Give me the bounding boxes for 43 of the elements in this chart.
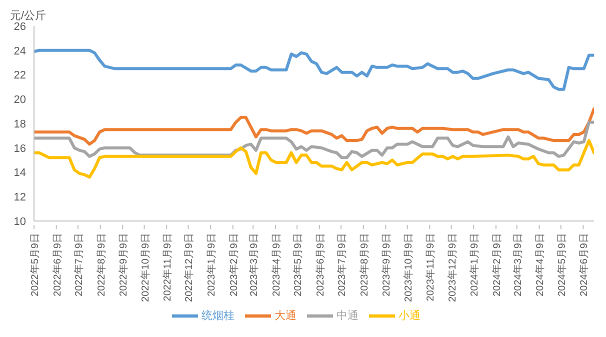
y-tick-label: 16	[14, 142, 26, 155]
x-tick-label: 2024年1月9日	[468, 233, 481, 296]
x-tick-label: 2022年8月9日	[95, 233, 108, 296]
y-tick-label: 24	[14, 45, 26, 58]
x-tick-label: 2023年5月9日	[292, 233, 304, 296]
line-series	[34, 139, 594, 179]
x-tick-label: 2023年1月9日	[206, 233, 218, 296]
y-tick-label: 14	[14, 167, 26, 180]
x-tick-label: 2023年6月9日	[314, 233, 326, 296]
y-tick-label: 26	[14, 20, 26, 33]
x-tick-label: 2022年10月9日	[139, 233, 152, 302]
x-tick-label: 2022年11月9日	[162, 233, 174, 302]
y-tick-label: 18	[14, 118, 26, 130]
x-tick-label: 2023年8月9日	[358, 233, 370, 296]
x-tick-label: 2023年2月9日	[228, 233, 240, 296]
y-tick-label: 10	[14, 216, 26, 228]
x-tick-label: 2023年9月9日	[380, 233, 393, 296]
y-axis-title: 元/公斤	[10, 9, 46, 22]
line-series	[34, 107, 594, 146]
y-tick-label: 20	[14, 94, 26, 106]
x-tick-label: 2023年7月9日	[336, 233, 348, 296]
legend-label: 中通	[336, 310, 358, 322]
x-tick-label: 2022年5月9日	[29, 233, 41, 296]
x-tick-label: 2022年7月9日	[72, 233, 85, 296]
x-tick-label: 2023年10月9日	[402, 233, 414, 302]
x-tick-label: 2022年9月9日	[118, 233, 130, 296]
x-tick-label: 2024年4月9日	[534, 233, 546, 296]
legend-label: 统烟桂	[202, 310, 234, 322]
x-tick-label: 2023年4月9日	[270, 233, 282, 296]
legend-label: 小通	[398, 310, 420, 322]
x-tick-label: 2022年12月9日	[183, 233, 196, 302]
line-series	[34, 48, 594, 91]
x-tick-label: 2024年3月9日	[512, 233, 524, 296]
x-tick-label: 2023年11月9日	[424, 233, 437, 302]
x-tick-label: 2022年6月9日	[51, 233, 64, 296]
x-tick-label: 2024年6月9日	[578, 233, 590, 296]
y-tick-label: 22	[14, 70, 26, 82]
legend-label: 大通	[274, 310, 296, 322]
x-tick-label: 2024年5月9日	[556, 233, 568, 296]
x-tick-label: 2023年3月9日	[248, 233, 260, 296]
x-tick-label: 2024年2月9日	[490, 233, 503, 296]
x-tick-label: 2023年12月9日	[446, 233, 458, 302]
y-tick-label: 12	[14, 192, 26, 204]
